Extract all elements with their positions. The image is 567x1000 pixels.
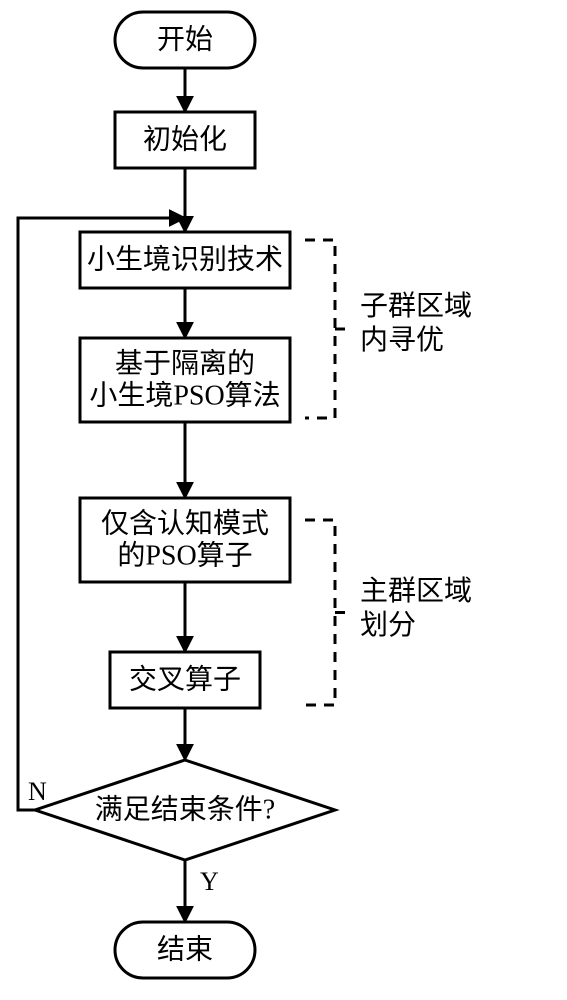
node-start-label: 开始 bbox=[157, 23, 213, 55]
node-crossover-label: 交叉算子 bbox=[129, 663, 241, 695]
node-niche_id: 小生境识别技术 bbox=[80, 232, 290, 288]
annotation-text-1-1: 划分 bbox=[360, 609, 416, 641]
flowchart-canvas: 开始初始化小生境识别技术基于隔离的小生境PSO算法仅含认知模式的PSO算子交叉算… bbox=[0, 0, 567, 1000]
node-niche_pso: 基于隔离的小生境PSO算法 bbox=[80, 338, 290, 422]
edge-label-N: N bbox=[28, 777, 47, 806]
node-decision-label: 满足结束条件? bbox=[95, 793, 275, 825]
node-niche_id-label: 小生境识别技术 bbox=[87, 243, 283, 275]
node-decision: 满足结束条件? bbox=[35, 760, 335, 860]
edge-label-Y: Y bbox=[200, 867, 219, 896]
annotation-text-0-0: 子群区域 bbox=[360, 290, 472, 322]
node-crossover: 交叉算子 bbox=[110, 652, 260, 708]
node-niche_pso-label-1: 小生境PSO算法 bbox=[89, 379, 280, 411]
annotation-text-0-1: 内寻优 bbox=[360, 324, 444, 356]
node-end-label: 结束 bbox=[157, 933, 213, 965]
node-init: 初始化 bbox=[115, 112, 255, 168]
node-end: 结束 bbox=[115, 922, 255, 978]
node-niche_pso-label-0: 基于隔离的 bbox=[115, 347, 255, 379]
annotation-bracket-1 bbox=[305, 520, 351, 705]
node-start: 开始 bbox=[115, 12, 255, 68]
node-cog_pso-label-1: 的PSO算子 bbox=[117, 539, 252, 571]
annotation-text-1-0: 主群区域 bbox=[360, 575, 472, 607]
node-cog_pso: 仅含认知模式的PSO算子 bbox=[80, 498, 290, 582]
annotation-bracket-0 bbox=[305, 240, 351, 418]
node-cog_pso-label-0: 仅含认知模式 bbox=[101, 507, 269, 539]
node-init-label: 初始化 bbox=[143, 123, 227, 155]
